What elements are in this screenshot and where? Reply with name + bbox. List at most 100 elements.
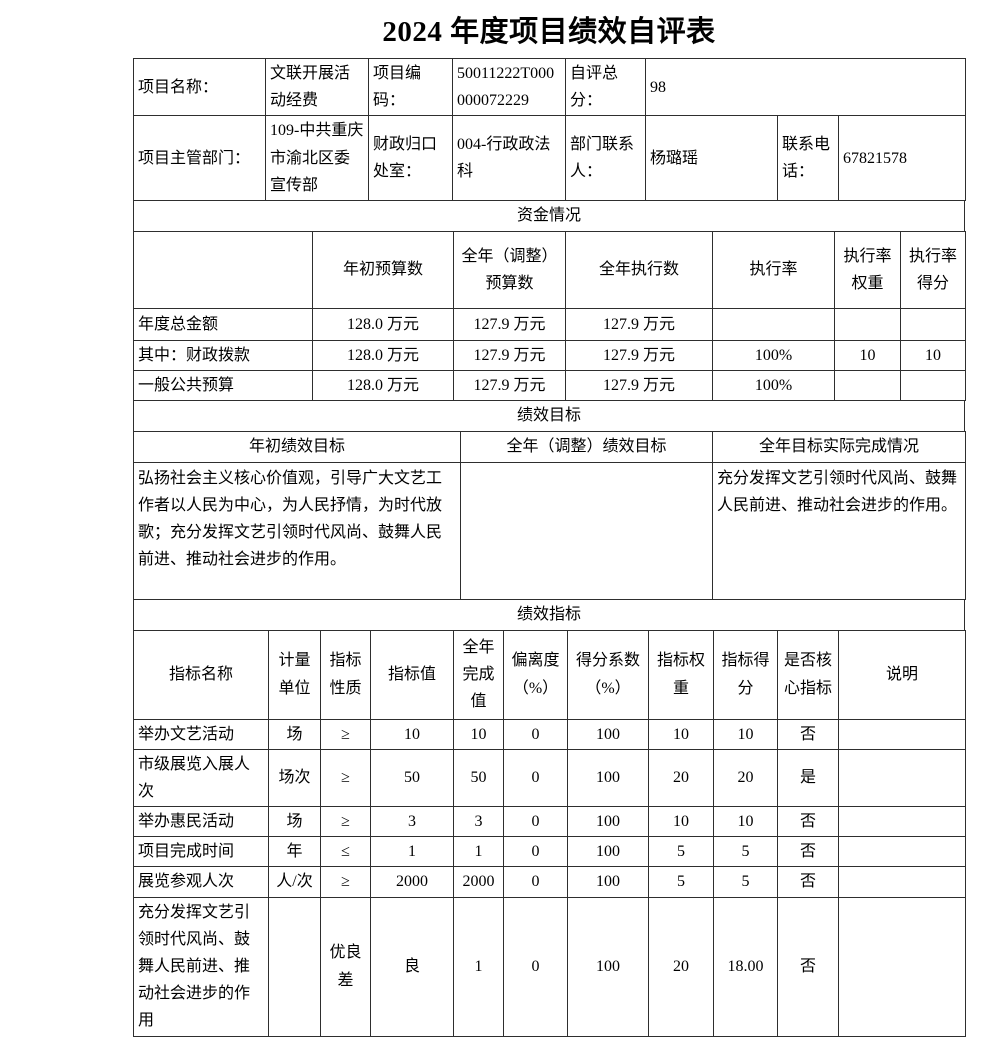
indicator-cell: 0 bbox=[503, 806, 568, 838]
self-score-label: 自评总分： bbox=[565, 57, 646, 117]
indicator-row: 充分发挥文艺引领时代风尚、鼓舞人民前进、推动社会进步的作用 优良差 良 1 0 … bbox=[133, 896, 966, 1037]
indicator-cell: 否 bbox=[777, 806, 839, 838]
indicator-cell: 否 bbox=[777, 836, 839, 868]
indicator-cell: 场 bbox=[268, 806, 321, 838]
funding-cell bbox=[834, 370, 901, 402]
indicator-cell: 人/次 bbox=[268, 866, 321, 898]
dept-label: 项目主管部门： bbox=[133, 115, 266, 201]
funding-cell bbox=[712, 307, 835, 341]
contact-label: 部门联系人： bbox=[565, 115, 646, 201]
indicator-cell: ≥ bbox=[320, 718, 371, 750]
indicator-cell: ≤ bbox=[320, 836, 371, 868]
indicator-cell: 0 bbox=[503, 748, 568, 808]
indicator-cell bbox=[838, 718, 966, 750]
funding-cell bbox=[900, 307, 966, 341]
goal-adjusted-text bbox=[460, 461, 713, 600]
funding-cell: 127.9 万元 bbox=[565, 307, 713, 341]
goal-col-header: 全年目标实际完成情况 bbox=[712, 431, 966, 463]
indicator-header-cell: 得分系数（%） bbox=[567, 629, 649, 720]
goal-col-header: 全年（调整）绩效目标 bbox=[460, 431, 713, 463]
indicator-header-cell: 说明 bbox=[838, 629, 966, 720]
funding-cell: 100% bbox=[712, 370, 835, 402]
funding-cell bbox=[900, 370, 966, 402]
funding-header-cell: 年初预算数 bbox=[312, 230, 454, 309]
indicator-header-row: 指标名称 计量单位 指标性质 指标值 全年完成值 偏离度（%） 得分系数（%） … bbox=[133, 629, 966, 720]
funding-header-cell: 全年执行数 bbox=[565, 230, 713, 309]
goals-section-title: 绩效目标 bbox=[133, 400, 965, 433]
indicator-header-cell: 是否核心指标 bbox=[777, 629, 839, 720]
indicator-cell: 10 bbox=[370, 718, 454, 750]
indicator-cell: 20 bbox=[713, 748, 778, 808]
funding-header-cell: 全年（调整）预算数 bbox=[453, 230, 566, 309]
indicator-cell: 年 bbox=[268, 836, 321, 868]
funding-header-cell bbox=[133, 230, 313, 309]
indicator-name: 充分发挥文艺引领时代风尚、鼓舞人民前进、推动社会进步的作用 bbox=[133, 896, 269, 1037]
indicator-header-cell: 偏离度（%） bbox=[503, 629, 568, 720]
indicator-cell: 0 bbox=[503, 896, 568, 1037]
funding-row-label: 年度总金额 bbox=[133, 307, 313, 341]
funding-cell: 10 bbox=[834, 339, 901, 372]
page-title: 2024 年度项目绩效自评表 bbox=[382, 16, 716, 48]
indicator-cell: 否 bbox=[777, 896, 839, 1037]
funding-header-row: 年初预算数 全年（调整）预算数 全年执行数 执行率 执行率权重 执行率得分 bbox=[133, 230, 966, 309]
indicator-cell: 10 bbox=[713, 806, 778, 838]
indicator-cell: 100 bbox=[567, 718, 649, 750]
indicator-cell: 5 bbox=[648, 836, 714, 868]
dept-value: 109-中共重庆市渝北区委宣传部 bbox=[265, 115, 369, 201]
indicator-name: 举办惠民活动 bbox=[133, 806, 269, 838]
indicator-cell: 是 bbox=[777, 748, 839, 808]
indicator-cell: 1 bbox=[370, 836, 454, 868]
indicator-header-cell: 指标得分 bbox=[713, 629, 778, 720]
goal-actual-text: 充分发挥文艺引领时代风尚、鼓舞人民前进、推动社会进步的作用。 bbox=[712, 461, 966, 600]
indicator-cell: 场 bbox=[268, 718, 321, 750]
form-sheet: 2024 年度项目绩效自评表 项目名称： 文联开展活动经费 项目编码： 5001… bbox=[133, 0, 967, 1037]
funding-row-label: 其中：财政拨款 bbox=[133, 339, 313, 372]
indicator-cell: 10 bbox=[648, 718, 714, 750]
indicator-cell: 3 bbox=[453, 806, 504, 838]
funding-header-cell: 执行率得分 bbox=[900, 230, 966, 309]
funding-cell: 127.9 万元 bbox=[565, 339, 713, 372]
table-row: 项目名称： 文联开展活动经费 项目编码： 50011222T0000000722… bbox=[133, 57, 967, 117]
indicator-row: 市级展览入展人次 场次 ≥ 50 50 0 100 20 20 是 bbox=[133, 748, 966, 808]
indicator-cell bbox=[838, 896, 966, 1037]
funding-row: 年度总金额 128.0 万元 127.9 万元 127.9 万元 bbox=[133, 307, 966, 341]
indicator-cell: 3 bbox=[370, 806, 454, 838]
funding-cell: 10 bbox=[900, 339, 966, 372]
indicator-cell: 良 bbox=[370, 896, 454, 1037]
goals-header-row: 年初绩效目标 全年（调整）绩效目标 全年目标实际完成情况 bbox=[133, 431, 966, 463]
indicator-cell: 100 bbox=[567, 836, 649, 868]
funding-row: 一般公共预算 128.0 万元 127.9 万元 127.9 万元 100% bbox=[133, 370, 966, 402]
indicator-cell: 5 bbox=[713, 836, 778, 868]
indicator-cell: 10 bbox=[713, 718, 778, 750]
indicator-cell: ≥ bbox=[320, 806, 371, 838]
phone-label: 联系电话： bbox=[777, 115, 839, 201]
finance-office-label: 财政归口处室： bbox=[368, 115, 453, 201]
indicator-name: 市级展览入展人次 bbox=[133, 748, 269, 808]
contact-value: 杨璐瑶 bbox=[645, 115, 778, 201]
indicator-header-cell: 指标值 bbox=[370, 629, 454, 720]
goals-table: 年初绩效目标 全年（调整）绩效目标 全年目标实际完成情况 弘扬社会主义核心价值观… bbox=[133, 431, 966, 600]
indicator-cell: 100 bbox=[567, 748, 649, 808]
goals-content-row: 弘扬社会主义核心价值观，引导广大文艺工作者以人民为中心，为人民抒情，为时代放歌；… bbox=[133, 461, 966, 600]
indicator-row: 展览参观人次 人/次 ≥ 2000 2000 0 100 5 5 否 bbox=[133, 866, 966, 898]
indicator-row: 项目完成时间 年 ≤ 1 1 0 100 5 5 否 bbox=[133, 836, 966, 868]
indicator-cell bbox=[268, 896, 321, 1037]
indicator-cell bbox=[838, 836, 966, 868]
indicator-cell: 5 bbox=[648, 866, 714, 898]
funding-cell bbox=[834, 307, 901, 341]
indicator-cell: 优良差 bbox=[320, 896, 371, 1037]
indicator-cell bbox=[838, 806, 966, 838]
indicator-header-cell: 计量单位 bbox=[268, 629, 321, 720]
goal-col-header: 年初绩效目标 bbox=[133, 431, 461, 463]
self-score-value: 98 bbox=[644, 57, 967, 117]
indicator-cell: 0 bbox=[503, 866, 568, 898]
indicator-header-cell: 指标性质 bbox=[320, 629, 371, 720]
indicator-cell: 18.00 bbox=[713, 896, 778, 1037]
indicators-table: 指标名称 计量单位 指标性质 指标值 全年完成值 偏离度（%） 得分系数（%） … bbox=[133, 629, 966, 1037]
funding-cell: 127.9 万元 bbox=[453, 339, 566, 372]
indicator-cell: ≥ bbox=[320, 866, 371, 898]
funding-header-cell: 执行率权重 bbox=[834, 230, 901, 309]
funding-section-title: 资金情况 bbox=[133, 199, 965, 232]
indicator-header-cell: 指标权重 bbox=[648, 629, 714, 720]
